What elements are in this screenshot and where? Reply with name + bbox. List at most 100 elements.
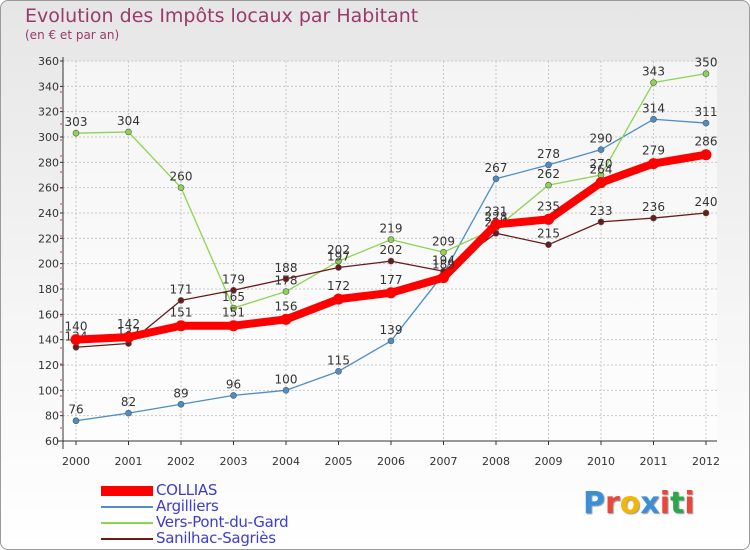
y-tick-label: 340 (38, 80, 59, 93)
data-label-collias: 286 (695, 135, 718, 149)
data-point-collias (700, 149, 712, 161)
data-point-vers-pont-du-gard (335, 257, 342, 265)
y-tick-label: 80 (45, 410, 59, 423)
x-tick-label: 2000 (62, 455, 90, 468)
data-label-argilliers: 115 (327, 353, 350, 367)
y-tick-label: 320 (38, 106, 59, 119)
data-label-collias: 172 (327, 279, 350, 293)
x-tick-label: 2004 (272, 455, 300, 468)
data-point-sanilhac-sagries (597, 218, 605, 226)
data-point-sanilhac-sagries (492, 229, 500, 237)
data-point-collias (333, 293, 344, 305)
data-label-sanilhac-sagries: 236 (642, 200, 665, 214)
data-label-collias: 142 (117, 317, 140, 331)
data-point-collias (70, 334, 82, 346)
data-label-argilliers: 267 (485, 161, 508, 175)
y-tick-label: 360 (38, 55, 59, 68)
logo-letter-i2: i (684, 486, 695, 521)
x-tick-label: 2007 (430, 455, 458, 468)
data-point-sanilhac-sagries (177, 297, 185, 304)
data-label-argilliers: 290 (590, 132, 613, 146)
x-tick-label: 2011 (640, 455, 668, 468)
data-label-sanilhac-sagries: 202 (380, 243, 403, 257)
data-label-argilliers: 100 (275, 372, 298, 386)
data-point-collias (595, 177, 607, 189)
y-tick-label: 120 (38, 359, 59, 372)
data-point-argilliers (282, 387, 290, 394)
data-label-argilliers: 311 (695, 105, 718, 119)
data-label-sanilhac-sagries: 197 (327, 249, 350, 263)
data-point-vers-pont-du-gard (387, 236, 395, 243)
x-tick-label: 2002 (167, 455, 195, 468)
data-label-collias: 156 (275, 299, 298, 313)
data-label-vers-pont-du-gard: 270 (590, 157, 613, 171)
data-point-argilliers (545, 161, 552, 169)
y-tick-label: 220 (38, 232, 59, 245)
data-point-collias (123, 331, 134, 343)
logo-letter-r: r (605, 486, 620, 521)
y-tick-label: 300 (38, 131, 59, 144)
y-tick-label: 280 (38, 156, 59, 169)
legend-label-vers-pont-du-gard: Vers-Pont-du-Gard (156, 513, 289, 531)
data-point-sanilhac-sagries (545, 241, 552, 248)
data-label-vers-pont-du-gard: 304 (117, 114, 140, 128)
legend-label-collias: COLLIAS (156, 481, 218, 499)
data-label-vers-pont-du-gard: 303 (65, 115, 88, 129)
chart-subtitle: (en € et par an) (25, 28, 120, 42)
data-point-collias (228, 320, 239, 332)
chart-title: Evolution des Impôts locaux par Habitant (25, 5, 419, 27)
y-tick-label: 180 (38, 283, 59, 296)
data-point-argilliers (177, 400, 185, 408)
x-tick-label: 2001 (115, 455, 143, 468)
data-point-sanilhac-sagries (387, 257, 395, 265)
data-label-collias: 177 (380, 273, 403, 287)
data-point-sanilhac-sagries (282, 275, 290, 283)
logo-letter-p: P (583, 486, 605, 521)
data-point-vers-pont-du-gard (702, 70, 710, 77)
x-tick-label: 2006 (377, 455, 405, 468)
data-point-vers-pont-du-gard (72, 129, 80, 137)
data-point-sanilhac-sagries (335, 264, 342, 271)
data-label-vers-pont-du-gard: 350 (695, 56, 718, 70)
x-tick-label: 2008 (482, 455, 510, 468)
data-label-argilliers: 314 (642, 101, 665, 115)
data-label-vers-pont-du-gard: 343 (642, 65, 665, 79)
data-point-collias (280, 313, 292, 325)
data-label-collias: 235 (537, 199, 560, 213)
plot-area (63, 61, 717, 441)
data-label-sanilhac-sagries: 194 (432, 253, 455, 267)
data-label-vers-pont-du-gard: 260 (170, 170, 193, 184)
data-label-sanilhac-sagries: 240 (695, 195, 718, 209)
legend-swatch-sanilhac-sagries (101, 538, 153, 540)
data-point-vers-pont-du-gard (177, 184, 185, 191)
data-point-argilliers (492, 175, 500, 183)
data-point-sanilhac-sagries (702, 209, 710, 217)
data-point-vers-pont-du-gard (230, 304, 237, 312)
logo-letter-i: i (659, 486, 671, 521)
data-label-vers-pont-du-gard: 262 (537, 167, 560, 181)
data-point-collias (385, 287, 397, 299)
y-tick-label: 160 (38, 308, 59, 321)
data-point-collias (438, 272, 449, 284)
x-tick-label: 2009 (535, 455, 563, 468)
x-tick-label: 2003 (220, 455, 248, 468)
data-label-collias: 140 (65, 320, 88, 334)
y-tick-label: 100 (38, 384, 59, 397)
x-tick-label: 2012 (692, 455, 720, 468)
y-tick-label: 60 (45, 435, 59, 448)
logo-letter-o: o (619, 486, 641, 521)
data-point-argilliers (702, 119, 710, 127)
data-label-sanilhac-sagries: 233 (590, 204, 613, 218)
data-label-argilliers: 89 (173, 386, 188, 400)
data-point-vers-pont-du-gard (545, 181, 552, 189)
y-tick-label: 200 (38, 258, 59, 271)
data-label-collias: 151 (222, 306, 245, 320)
data-label-collias: 231 (485, 204, 508, 218)
legend-swatch-vers-pont-du-gard (101, 522, 153, 524)
data-label-vers-pont-du-gard: 219 (380, 222, 403, 236)
data-point-collias (175, 320, 187, 332)
x-tick-label: 2010 (587, 455, 615, 468)
legend-label-argilliers: Argilliers (156, 497, 219, 515)
